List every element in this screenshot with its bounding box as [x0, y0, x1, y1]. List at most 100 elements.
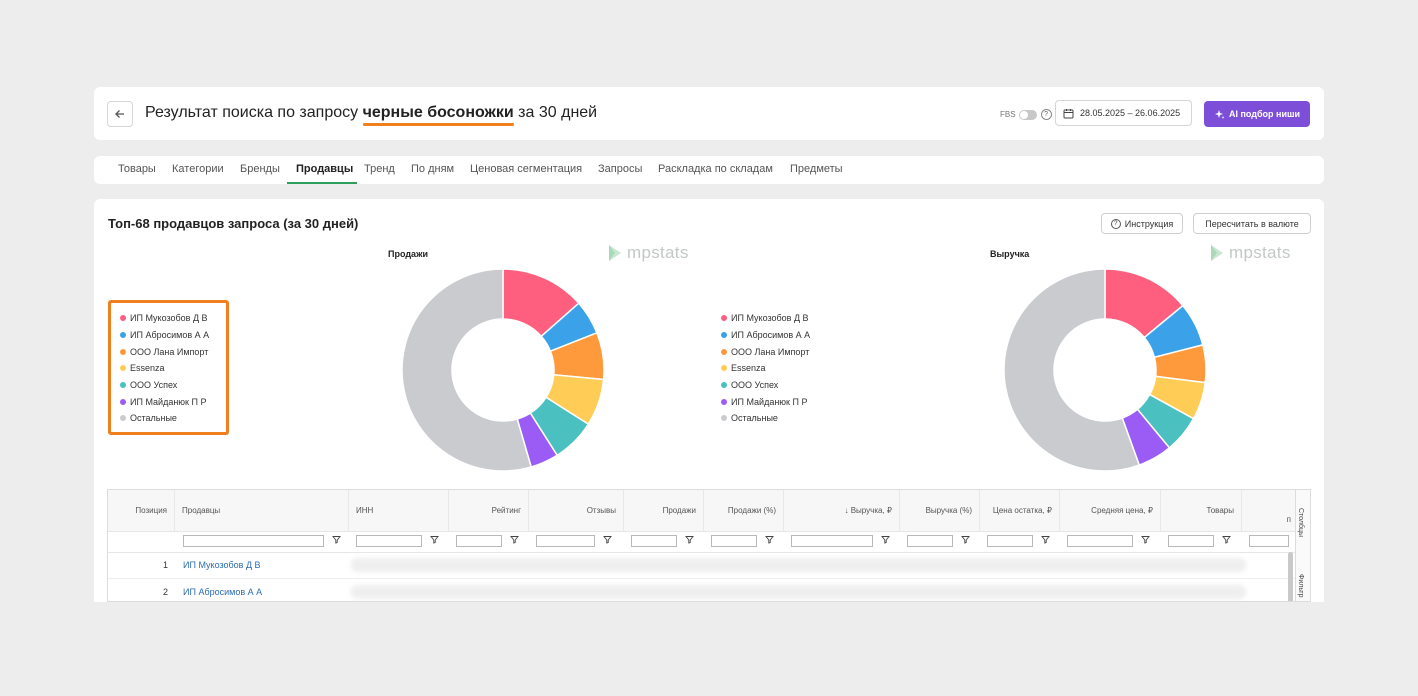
legend-item[interactable]: ИП Майданюк П Р	[120, 393, 209, 410]
legend-swatch	[721, 365, 727, 372]
filter-icon[interactable]	[1041, 535, 1050, 544]
legend-item[interactable]: ИП Абросимов А А	[721, 327, 810, 344]
col-products[interactable]: Товары	[1161, 490, 1242, 531]
col-sales-pct[interactable]: Продажи (%)	[704, 490, 784, 531]
column-filter-input[interactable]	[1067, 535, 1133, 547]
col-rating[interactable]: Рейтинг	[449, 490, 529, 531]
filter-icon[interactable]	[603, 535, 612, 544]
filter-icon[interactable]	[685, 535, 694, 544]
filter-icon[interactable]	[430, 535, 439, 544]
currency-button[interactable]: Пересчитать в валюте	[1193, 213, 1311, 234]
pie-slice[interactable]	[1004, 269, 1141, 471]
fbs-toggle-group: FBS ?	[1000, 109, 1052, 120]
blurred-row-data	[351, 558, 1246, 572]
tab-warehouses[interactable]: Раскладка по складам	[658, 163, 773, 175]
legend-label: ООО Успех	[130, 380, 178, 391]
table-row[interactable]: 2 ИП Абросимов А А	[108, 579, 1298, 601]
legend-item[interactable]: ООО Лана Импорт	[721, 343, 810, 360]
column-filter-input[interactable]	[907, 535, 953, 547]
legend-swatch	[120, 348, 126, 355]
chart-legend: ИП Мукозобов Д В ИП Абросимов А А ООО Лана…	[120, 310, 209, 427]
filter-icon[interactable]	[961, 535, 970, 544]
brand-watermark: mpstats	[608, 243, 689, 263]
help-icon[interactable]: ?	[1040, 109, 1052, 120]
column-filter-input[interactable]	[631, 535, 677, 547]
col-position[interactable]: Позиция	[108, 490, 175, 531]
col-stock-price[interactable]: Цена остатка, ₽	[980, 490, 1060, 531]
filter-icon[interactable]	[765, 535, 774, 544]
col-avg-price[interactable]: Средняя цена, ₽	[1060, 490, 1161, 531]
section-title: Топ-68 продавцов запроса (за 30 дней)	[108, 216, 359, 231]
col-sellers[interactable]: Продавцы	[175, 490, 349, 531]
pie-slice[interactable]	[402, 269, 533, 471]
legend-label: ИП Майданюк П Р	[731, 396, 808, 407]
filter-icon[interactable]	[332, 535, 341, 544]
filter-panel-toggle[interactable]: Фильтр	[1297, 574, 1304, 598]
col-sales[interactable]: Продажи	[624, 490, 704, 531]
legend-swatch	[120, 365, 126, 372]
seller-link[interactable]: ИП Абросимов А А	[183, 587, 263, 597]
legend-item[interactable]: ИП Майданюк П Р	[721, 393, 810, 410]
tab-sellers[interactable]: Продавцы	[296, 163, 354, 175]
legend-label: ИП Майданюк П Р	[130, 396, 207, 407]
tab-trend[interactable]: Тренд	[364, 163, 395, 175]
legend-item[interactable]: ИП Мукозобов Д В	[721, 310, 810, 327]
column-filter-input[interactable]	[356, 535, 422, 547]
date-range-picker[interactable]: 28.05.2025 – 26.06.2025	[1055, 100, 1192, 126]
col-more[interactable]: п	[1286, 515, 1291, 524]
col-revenue-pct[interactable]: Выручка (%)	[900, 490, 980, 531]
column-filter-input[interactable]	[1249, 535, 1289, 547]
columns-panel-toggle[interactable]: Столбцы	[1297, 508, 1304, 538]
header-bar: Результат поиска по запросу черные босон…	[94, 87, 1324, 140]
legend-item[interactable]: ИП Абросимов А А	[120, 327, 209, 344]
instruction-button[interactable]: ? Инструкция	[1101, 213, 1183, 234]
column-filter-input[interactable]	[456, 535, 502, 547]
legend-item[interactable]: ИП Мукозобов Д В	[120, 310, 209, 327]
table-row[interactable]: 1 ИП Мукозобов Д В	[108, 552, 1298, 579]
col-inn[interactable]: ИНН	[349, 490, 449, 531]
legend-item[interactable]: ООО Лана Импорт	[120, 343, 209, 360]
table-scrollbar[interactable]	[1288, 552, 1293, 601]
fbs-toggle[interactable]	[1018, 109, 1037, 120]
legend-item[interactable]: Essenza	[120, 360, 209, 377]
col-reviews[interactable]: Отзывы	[529, 490, 624, 531]
legend-item[interactable]: Остальные	[721, 410, 810, 427]
column-filter-input[interactable]	[183, 535, 324, 547]
ai-niche-button[interactable]: AI подбор ниши	[1204, 101, 1310, 127]
column-filter-input[interactable]	[1168, 535, 1214, 547]
column-filter-input[interactable]	[987, 535, 1033, 547]
legend-swatch	[721, 348, 727, 355]
tab-products[interactable]: Товары	[118, 163, 156, 175]
tab-categories[interactable]: Категории	[172, 163, 224, 175]
back-button[interactable]	[107, 101, 133, 127]
filter-icon[interactable]	[510, 535, 519, 544]
filter-icon[interactable]	[1222, 535, 1231, 544]
legend-highlight-box	[108, 300, 229, 435]
tab-queries[interactable]: Запросы	[598, 163, 643, 175]
legend-swatch	[120, 332, 126, 339]
brand-watermark-text: mpstats	[1229, 243, 1291, 262]
tab-subjects[interactable]: Предметы	[790, 163, 843, 175]
column-filter-input[interactable]	[536, 535, 595, 547]
legend-swatch	[120, 398, 126, 405]
legend-item[interactable]: Essenza	[721, 360, 810, 377]
tab-by-days[interactable]: По дням	[411, 163, 455, 175]
sparkle-icon	[1214, 109, 1225, 119]
legend-item[interactable]: ООО Успех	[721, 377, 810, 394]
instruction-label: Инструкция	[1124, 218, 1174, 229]
legend-item[interactable]: Остальные	[120, 410, 209, 427]
sellers-table: Позиция Продавцы ИНН Рейтинг Отзывы Прод…	[107, 489, 1311, 602]
legend-item[interactable]: ООО Успех	[120, 377, 209, 394]
column-filter-input[interactable]	[791, 535, 873, 547]
seller-link[interactable]: ИП Мукозобов Д В	[183, 560, 261, 570]
filter-icon[interactable]	[1141, 535, 1150, 544]
tab-price-segmentation[interactable]: Ценовая сегментация	[470, 163, 583, 175]
tab-brands[interactable]: Бренды	[240, 163, 280, 175]
column-filter-input[interactable]	[711, 535, 757, 547]
legend-swatch	[721, 332, 727, 339]
legend-label: ООО Успех	[731, 380, 779, 391]
legend-label: ИП Абросимов А А	[731, 330, 811, 341]
col-revenue[interactable]: ↓ Выручка, ₽	[784, 490, 900, 531]
legend-label: ИП Мукозобов Д В	[731, 313, 809, 324]
filter-icon[interactable]	[881, 535, 890, 544]
